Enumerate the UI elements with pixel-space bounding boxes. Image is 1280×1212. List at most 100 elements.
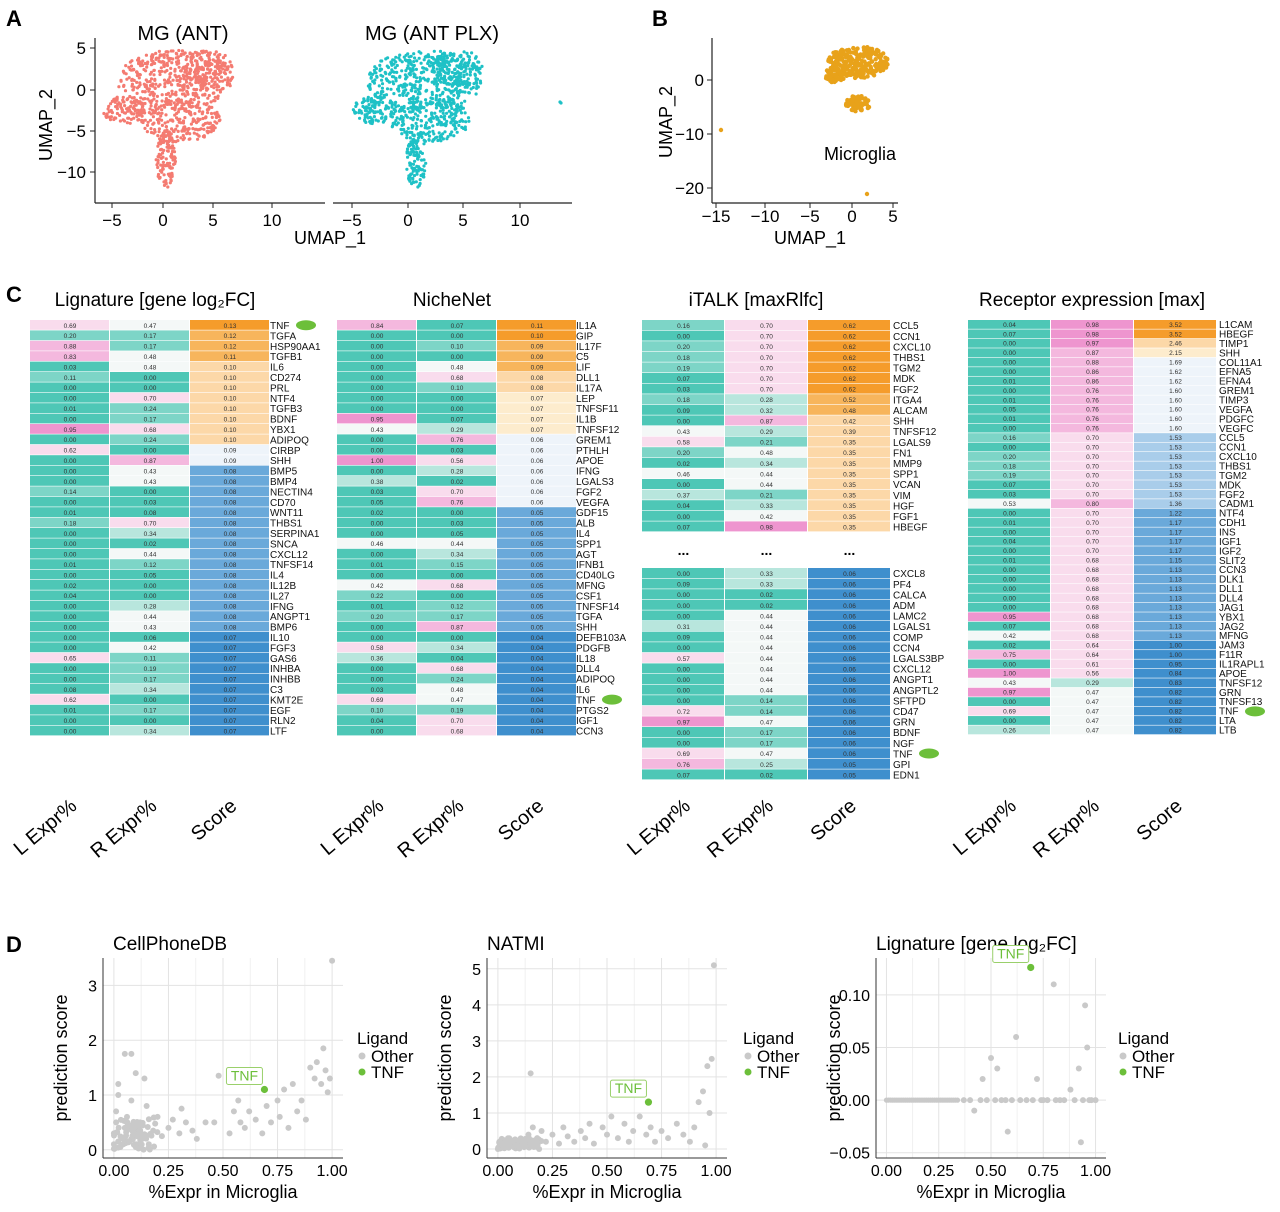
heatmap-row: 0.88 0.17 0.12 HSP90AA1 — [30, 340, 321, 353]
data-point — [977, 1097, 984, 1104]
heatmap-row: 0.36 0.04 0.04 IL18 — [337, 652, 596, 665]
cell-point — [110, 111, 114, 115]
score-value: 0.09 — [531, 354, 544, 361]
data-point — [508, 1138, 514, 1145]
cell-point — [442, 80, 446, 85]
r-expr-cell — [725, 479, 807, 489]
cell-point — [143, 126, 147, 130]
cell-point — [831, 50, 836, 55]
data-point — [124, 1113, 130, 1120]
heatmap-row: 0.00 0.17 0.07 INHBB — [30, 673, 301, 686]
cell-point — [412, 133, 416, 137]
y-tick-label: 0.05 — [839, 1040, 870, 1057]
cell-point — [189, 55, 193, 60]
cell-point — [438, 101, 442, 105]
r-expr-cell — [1051, 593, 1133, 603]
cell-point — [117, 101, 121, 105]
cell-point — [218, 118, 222, 122]
r-expr-cell — [110, 340, 189, 351]
chart-title: CellPhoneDB — [113, 934, 227, 955]
score-cell — [497, 569, 576, 580]
cell-value: 0.70 — [1086, 463, 1099, 470]
cell-value: 0.44 — [144, 614, 157, 621]
cell-point — [152, 68, 156, 72]
cell-value: 0.00 — [371, 354, 384, 361]
cell-point — [435, 82, 440, 86]
cell-point — [394, 79, 398, 83]
data-point — [324, 1089, 331, 1096]
data-point — [178, 1105, 185, 1112]
heatmap-row: 0.00 0.61 0.95 IL1RAPL1 — [968, 659, 1265, 671]
data-point — [1092, 1097, 1099, 1104]
cell-value: 0.00 — [371, 375, 384, 382]
cell-point — [212, 99, 216, 103]
score-cell — [1134, 706, 1216, 716]
data-point — [549, 1131, 556, 1138]
cell-value: 0.68 — [1086, 586, 1099, 593]
score-cell — [1134, 659, 1216, 669]
l-expr-cell — [30, 372, 109, 382]
cell-point — [125, 77, 129, 81]
cell-value: 0.00 — [64, 676, 77, 683]
cell-point — [160, 141, 164, 145]
gene-label: SFTPD — [893, 696, 926, 707]
data-point — [320, 1045, 327, 1052]
cell-point — [377, 100, 382, 104]
r-expr-cell — [417, 580, 496, 590]
l-expr-cell — [337, 465, 416, 476]
x-tick-label: 0 — [158, 211, 167, 230]
heatmap-row: 0.00 0.70 1.22 NTF4 — [968, 508, 1244, 520]
data-point — [979, 1076, 986, 1083]
cell-point — [169, 66, 173, 70]
x-tick-label: 0.75 — [262, 1163, 293, 1180]
score-cell — [190, 372, 269, 382]
cell-point — [400, 69, 404, 73]
cell-point — [438, 109, 442, 113]
cell-point — [467, 58, 472, 62]
score-value: 0.05 — [531, 541, 544, 548]
l-expr-cell — [337, 496, 416, 507]
gene-label: ALB — [576, 519, 595, 530]
gene-label: COMP — [893, 633, 923, 644]
cell-point — [426, 53, 430, 57]
score-cell — [190, 580, 269, 590]
tnf-highlight-marker — [296, 320, 316, 331]
r-expr-cell — [1051, 555, 1133, 565]
x-tick-label: 10 — [263, 211, 282, 230]
cell-point — [366, 97, 370, 101]
r-expr-cell — [110, 486, 189, 497]
data-point — [110, 1145, 117, 1152]
cell-value: 0.10 — [371, 708, 384, 715]
cell-point — [185, 55, 189, 59]
score-cell — [497, 621, 576, 632]
cell-value: 0.00 — [64, 468, 77, 475]
score-cell — [497, 465, 576, 476]
cell-point — [156, 165, 160, 170]
cell-value: 0.00 — [677, 482, 690, 489]
cell-point — [163, 121, 167, 125]
cell-point — [172, 150, 177, 154]
data-point — [311, 1075, 318, 1082]
cell-point — [170, 83, 174, 87]
cell-point — [446, 135, 450, 139]
y-axis-label: prediction score — [435, 994, 455, 1121]
heatmap-row: 0.20 0.70 0.62 CXCL10 — [642, 341, 931, 353]
score-value: 0.06 — [843, 666, 856, 673]
cell-point — [406, 126, 410, 130]
cell-point — [452, 93, 456, 97]
cell-point — [169, 57, 173, 61]
cell-point — [393, 109, 397, 113]
cell-point — [419, 124, 423, 128]
heatmap-row: 0.00 0.17 0.06 NGF — [642, 737, 914, 750]
cell-point — [463, 111, 467, 115]
data-point — [1082, 1002, 1089, 1009]
score-value: 0.09 — [531, 364, 544, 371]
cell-point — [462, 73, 466, 77]
data-point — [128, 1050, 135, 1057]
cell-value: 0.05 — [1003, 407, 1016, 414]
cell-point — [424, 109, 428, 113]
cell-point — [427, 130, 431, 134]
cell-point — [189, 83, 193, 87]
score-value: 0.82 — [1169, 708, 1182, 715]
l-expr-cell — [968, 480, 1050, 490]
